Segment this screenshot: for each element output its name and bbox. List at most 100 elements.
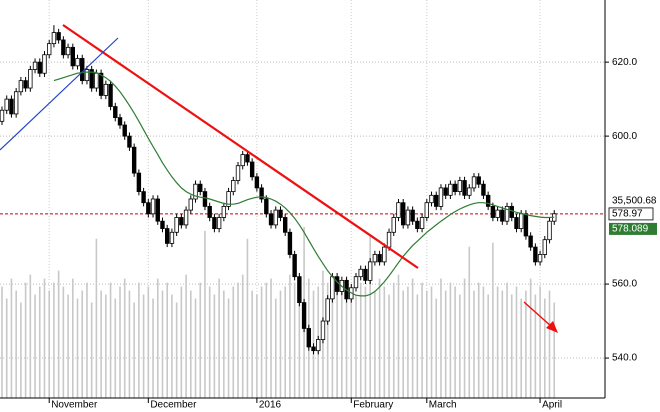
labels: 540.0 560.0 600.0 620.0 November December 2016… <box>51 57 657 411</box>
candle-body <box>306 328 311 348</box>
candle-body <box>547 220 552 241</box>
candle-body <box>231 180 236 193</box>
candle-body <box>509 205 514 218</box>
y-tick-label: 540.0 <box>612 353 637 364</box>
candle-body <box>282 217 288 233</box>
candle-body <box>542 239 547 255</box>
axes <box>0 0 609 403</box>
candle-body <box>457 180 463 193</box>
candle-body <box>467 187 472 196</box>
candle-body <box>504 205 510 222</box>
candle-body <box>164 228 170 244</box>
candle-body <box>127 135 132 148</box>
candle-body <box>221 205 227 218</box>
candle-body <box>136 172 142 193</box>
arrow <box>523 301 558 333</box>
candle-body <box>183 209 189 226</box>
x-tick-label: April <box>542 400 562 411</box>
candle-body <box>113 106 118 119</box>
candle-body <box>523 213 529 237</box>
candle-body <box>297 276 302 303</box>
candle-body <box>212 217 217 229</box>
candle-body <box>4 98 9 111</box>
candle-body <box>37 61 42 74</box>
candle-body <box>245 154 250 163</box>
candle-body <box>311 346 316 352</box>
candle-body <box>98 72 104 96</box>
candle-body <box>514 217 519 229</box>
candle-body <box>419 217 425 229</box>
candle-body <box>89 69 94 89</box>
x-tick-label: March <box>429 400 457 411</box>
candle-body <box>367 261 373 281</box>
candle-body <box>122 124 127 137</box>
candle-body <box>424 202 429 218</box>
candle-body <box>528 235 533 248</box>
candle-body <box>391 217 396 233</box>
candle-body <box>226 191 231 207</box>
candle-body <box>47 43 52 56</box>
candle-body <box>216 217 222 229</box>
candle-body <box>519 213 524 229</box>
candle-body <box>330 276 335 300</box>
candle-body <box>452 183 458 193</box>
candle-body <box>448 183 453 196</box>
candle-body <box>292 254 297 278</box>
candle-body <box>259 187 264 200</box>
candle-body <box>202 191 208 207</box>
candle-body <box>396 202 401 218</box>
candle-body <box>254 176 260 189</box>
x-tick-label: December <box>150 400 197 411</box>
candle-body <box>146 202 151 215</box>
candle-body <box>363 268 368 281</box>
candle-body <box>198 183 203 193</box>
candle-body <box>429 194 434 204</box>
candle-body <box>405 209 411 226</box>
candle-body <box>240 154 245 167</box>
candle-body <box>117 117 123 126</box>
candle-body <box>434 194 439 207</box>
last-price-label: 578.97 <box>612 209 643 220</box>
x-tick-label: November <box>51 400 98 411</box>
candle-body <box>150 198 156 215</box>
candle-body <box>278 209 283 218</box>
candle-body <box>377 254 382 263</box>
ma-label: 578.089 <box>612 224 649 235</box>
candle-body <box>273 209 278 226</box>
candle-body <box>462 180 467 196</box>
candle-body <box>249 161 255 178</box>
candle-body <box>415 220 420 229</box>
candle-body <box>51 32 57 45</box>
candle-body <box>490 205 496 218</box>
candle-body <box>169 231 175 244</box>
candle-body <box>476 176 481 185</box>
candle-body <box>382 246 387 263</box>
candle-body <box>42 54 47 74</box>
candle-body <box>372 254 378 263</box>
candle-body <box>9 98 14 115</box>
candle-body <box>0 109 5 122</box>
candle-body <box>179 217 184 226</box>
candle-body <box>65 46 71 56</box>
candle-body <box>141 191 146 204</box>
candle-body <box>108 83 113 107</box>
candle-body <box>495 209 500 218</box>
candle-body <box>316 339 321 352</box>
candle-body <box>103 83 109 96</box>
x-tick-label: 2016 <box>259 400 282 411</box>
candle-body <box>400 202 406 226</box>
candle-body <box>353 276 359 289</box>
candle-body <box>334 276 340 292</box>
trend-line <box>0 37 119 151</box>
candle-body <box>235 165 241 181</box>
volume-label: 35,500.68 <box>612 196 657 207</box>
x-tick-label: February <box>353 400 393 411</box>
candle-body <box>32 61 38 70</box>
candle-body <box>500 209 505 222</box>
candle-body <box>320 320 326 340</box>
candle-body <box>193 183 198 200</box>
candle-body <box>443 187 448 196</box>
candle-body <box>18 80 24 93</box>
candle-body <box>56 32 61 41</box>
